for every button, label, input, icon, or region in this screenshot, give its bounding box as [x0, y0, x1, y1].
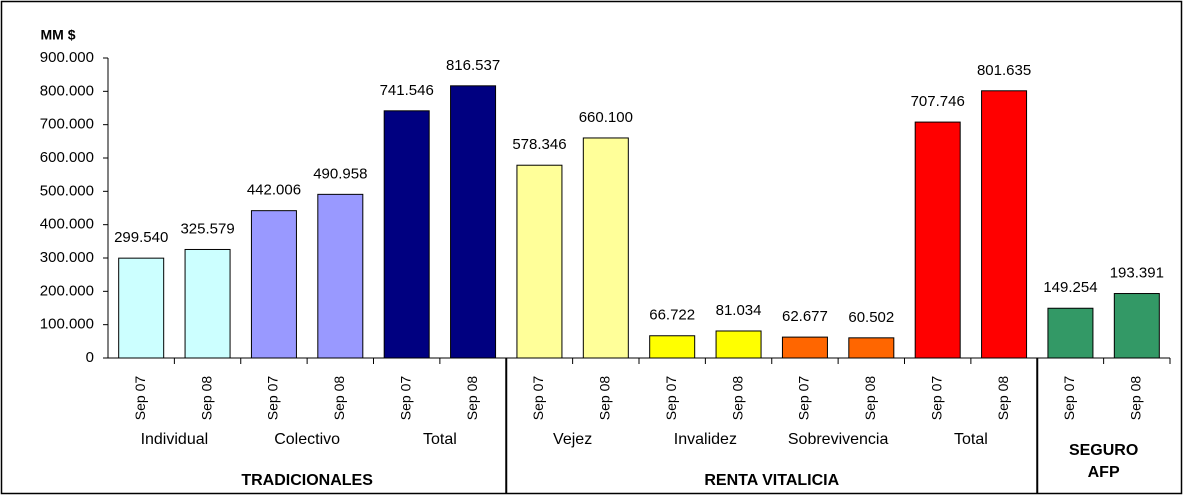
y-axis-label: MM $ [41, 27, 76, 43]
x-tick-label: Sep 07 [1061, 376, 1077, 421]
y-tick-label: 200.000 [40, 282, 94, 299]
bar [649, 335, 696, 359]
group-label: TRADICIONALES [241, 472, 373, 489]
value-label: 60.502 [848, 309, 894, 326]
x-tick-label: Sep 07 [928, 376, 944, 421]
value-label: 66.722 [649, 307, 695, 324]
bar [1047, 307, 1094, 359]
x-tick-label: Sep 08 [597, 376, 613, 421]
y-tick-label: 900.000 [40, 49, 94, 66]
x-tick-label: Sep 08 [331, 376, 347, 421]
x-tick-label: Sep 07 [663, 376, 679, 421]
bar [582, 137, 629, 359]
bar [184, 248, 231, 359]
value-label: 81.034 [716, 302, 762, 319]
x-tick-label: Sep 07 [530, 376, 546, 421]
x-tick-label: Sep 08 [729, 376, 745, 421]
y-tick-label: 100.000 [40, 316, 94, 333]
value-label: 816.537 [446, 57, 500, 74]
group-label: RENTA VITALICIA [704, 472, 839, 489]
x-tick-label: Sep 08 [995, 376, 1011, 421]
subgroup-label: Total [423, 431, 457, 448]
x-tick-label: Sep 08 [198, 376, 214, 421]
x-tick-label: Sep 08 [464, 376, 480, 421]
group-label-box: SEGURO AFP [1068, 442, 1139, 481]
bar [781, 336, 828, 359]
x-tick-label: Sep 07 [397, 376, 413, 421]
bar [848, 337, 895, 359]
value-label: 325.579 [180, 220, 234, 237]
x-tick-label: Sep 08 [862, 376, 878, 421]
bar [317, 193, 364, 359]
bar [383, 110, 430, 359]
value-label: 299.540 [114, 229, 168, 246]
y-tick-label: 500.000 [40, 182, 94, 199]
y-tick-label: 700.000 [40, 116, 94, 133]
bar [118, 257, 165, 359]
y-tick-label: 800.000 [40, 82, 94, 99]
group-label: SEGURO AFP [1068, 442, 1139, 481]
value-label: 193.391 [1110, 265, 1164, 282]
value-label: 707.746 [911, 93, 965, 110]
value-label: 801.635 [977, 62, 1031, 79]
x-tick-label: Sep 07 [796, 376, 812, 421]
value-label: 578.346 [512, 136, 566, 153]
value-label: 660.100 [579, 109, 633, 126]
value-label: 490.958 [313, 165, 367, 182]
subgroup-label: Total [954, 431, 988, 448]
value-label: 62.677 [782, 308, 828, 325]
x-tick-label: Sep 08 [1128, 376, 1144, 421]
y-tick-label: 400.000 [40, 216, 94, 233]
subgroup-label: Vejez [553, 431, 592, 448]
value-label: 149.254 [1043, 279, 1097, 296]
bar [914, 121, 961, 359]
x-tick-label: Sep 07 [132, 376, 148, 421]
bar [715, 330, 762, 359]
subgroup-label: Sobrevivencia [788, 431, 889, 448]
value-label: 442.006 [247, 182, 301, 199]
subgroup-label: Invalidez [674, 431, 737, 448]
y-tick-label: 600.000 [40, 149, 94, 166]
bar [1113, 293, 1160, 359]
y-tick-label: 300.000 [40, 249, 94, 266]
bar [450, 85, 497, 359]
bar [250, 210, 297, 359]
bar [981, 90, 1028, 359]
bar [516, 164, 563, 359]
x-tick-label: Sep 07 [265, 376, 281, 421]
value-label: 741.546 [380, 82, 434, 99]
y-tick-label: 0 [86, 349, 94, 366]
subgroup-label: Colectivo [274, 431, 340, 448]
subgroup-label: Individual [141, 431, 209, 448]
